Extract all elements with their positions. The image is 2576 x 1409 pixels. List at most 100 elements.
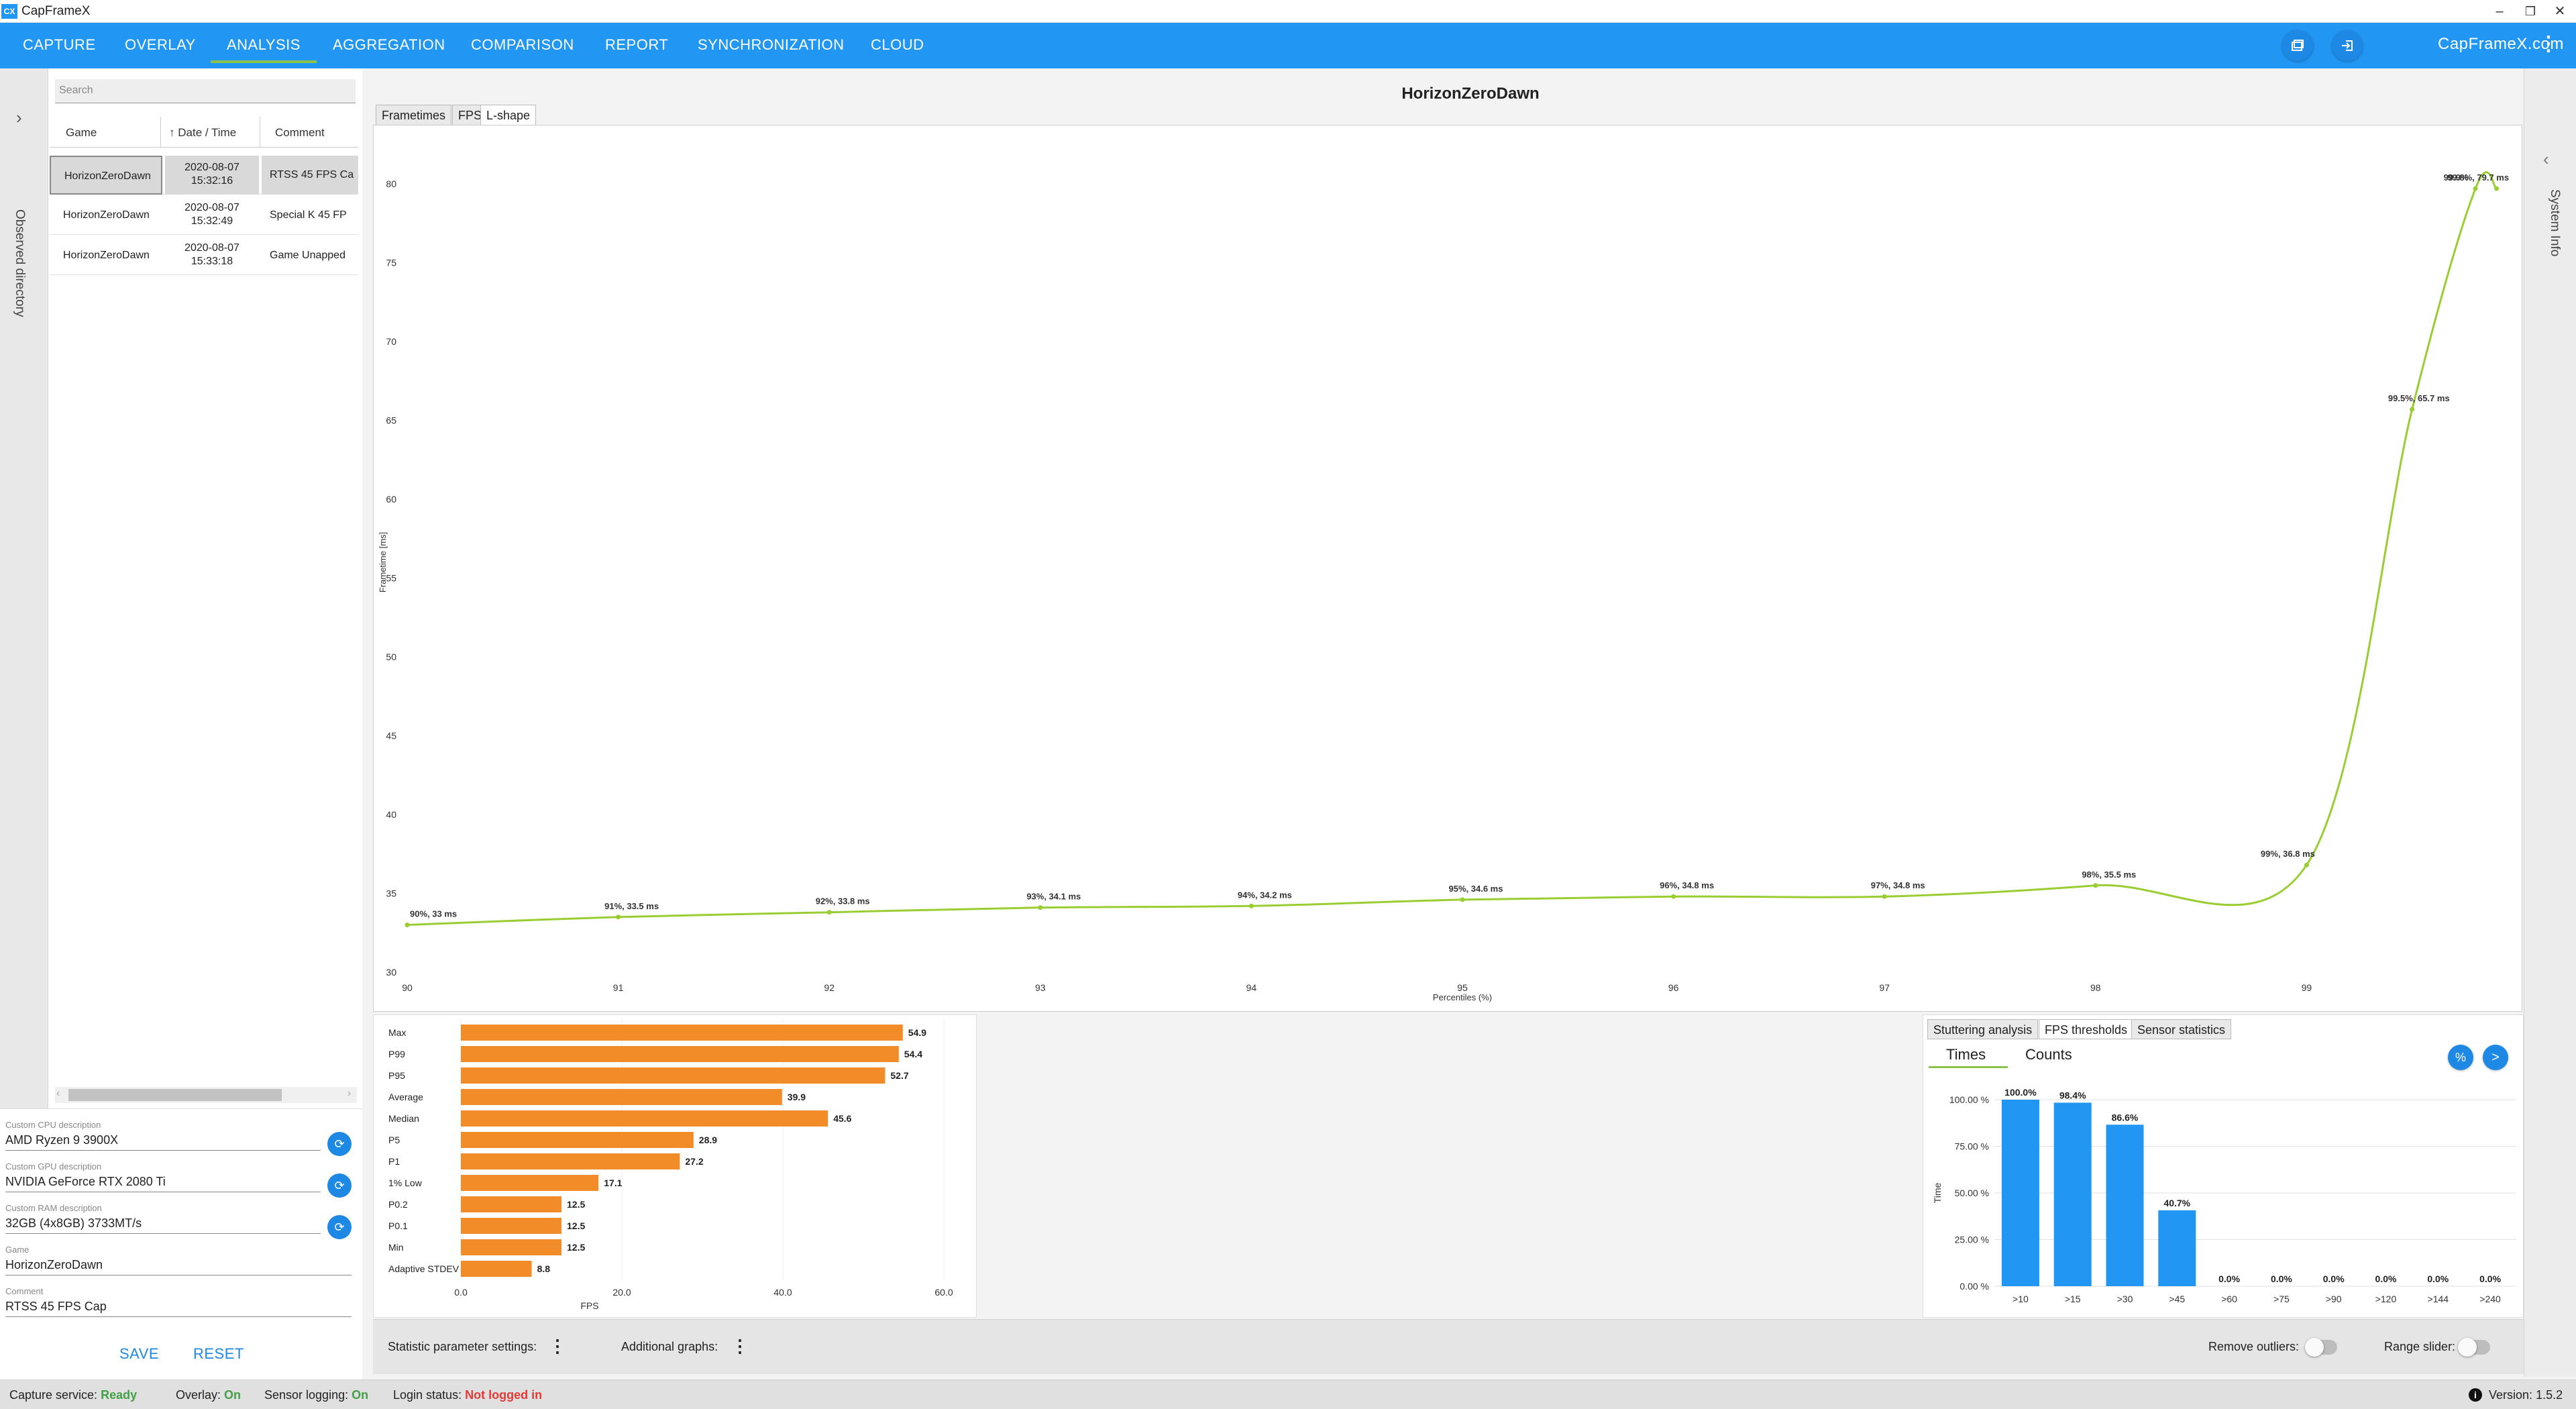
x-tick-label: 90 [402,982,413,993]
website-link[interactable]: CapFrameX.com [2438,35,2564,53]
menu-overlay[interactable]: OVERLAY [125,36,196,53]
game-field[interactable]: HorizonZeroDawn [5,1258,352,1275]
segment-times[interactable]: Times [1946,1046,1986,1063]
chevron-left-icon[interactable]: ‹ [2543,149,2549,169]
y-tick-label: 70 [386,336,396,347]
login-button[interactable] [2332,30,2363,61]
header-game[interactable]: Game [50,117,161,148]
y-tick-label: 45 [386,731,396,741]
bar-category-label: P0.2 [388,1199,408,1210]
tab-frametimes[interactable]: Frametimes [376,105,452,125]
app-logo: CX [1,4,17,19]
l-shape-line [407,171,2498,926]
additional-graphs-menu-icon[interactable]: ⋮ [731,1336,749,1356]
header-comment[interactable]: Comment [260,117,358,148]
record-row[interactable]: HorizonZeroDawn 2020-08-07 15:32:49 Speci… [50,196,358,235]
next-button[interactable]: > [2483,1045,2508,1070]
chevron-right-icon[interactable]: › [16,107,22,127]
menu-comparison[interactable]: COMPARISON [471,36,574,53]
screenshot-button[interactable] [2282,30,2313,61]
ram-description-field[interactable]: 32GB (4x8GB) 3733MT/s [5,1216,321,1234]
gpu-description-label: Custom GPU description [5,1161,102,1171]
refresh-gpu-icon[interactable]: ⟳ [327,1173,352,1198]
data-point [826,910,832,915]
tab-fps-thresholds[interactable]: FPS thresholds [2039,1019,2134,1039]
comment-label: Comment [5,1286,44,1296]
data-point [2304,862,2309,868]
minimize-button[interactable]: – [2496,4,2504,19]
data-label: 99.8%, 79.7 ms [2447,172,2509,182]
version-value: 1.5.2 [2536,1388,2563,1402]
login-status-label: Login status: [393,1388,462,1402]
x-tick-label: 95 [1457,982,1468,993]
scrollbar-thumb[interactable] [68,1089,282,1101]
record-row[interactable]: HorizonZeroDawn 2020-08-07 15:32:16 RTSS … [50,156,358,195]
more-menu-icon[interactable]: ⋮ [2538,33,2559,55]
tab-l-shape[interactable]: L-shape [480,105,537,126]
data-label: 96%, 34.8 ms [1660,880,1714,890]
scroll-right-icon[interactable]: › [347,1088,352,1099]
menu-capture[interactable]: CAPTURE [23,36,96,53]
gpu-description-field[interactable]: NVIDIA GeForce RTX 2080 Ti [5,1175,321,1192]
refresh-ram-icon[interactable]: ⟳ [327,1215,352,1239]
bar-category-label: P5 [388,1135,400,1145]
stat-bar [461,1196,561,1212]
x-tick-label: 97 [1879,982,1890,993]
data-point [1460,897,1465,902]
menu-report[interactable]: REPORT [605,36,669,53]
login-status-value: Not logged in [465,1388,543,1402]
data-point [405,923,410,927]
menu-cloud[interactable]: CLOUD [871,36,924,53]
toggle-knob [2458,1338,2477,1357]
record-game: HorizonZeroDawn [63,209,150,221]
menu-analysis[interactable]: ANALYSIS [211,36,317,63]
horizontal-scrollbar[interactable]: ‹ › [55,1087,357,1103]
segment-counts[interactable]: Counts [2025,1046,2072,1063]
menu-aggregation[interactable]: AGGREGATION [333,36,445,53]
restore-button[interactable]: ❐ [2524,5,2536,18]
system-info-panel[interactable]: ‹ System Info [2524,68,2576,1377]
header-date-time-label: Date / Time [178,126,237,139]
data-label: 98%, 35.5 ms [2082,870,2136,880]
x-axis-label: FPS [580,1300,598,1311]
range-slider-toggle[interactable] [2458,1338,2490,1357]
scroll-left-icon[interactable]: ‹ [56,1088,60,1099]
stat-bar [461,1132,694,1148]
main-menu: CAPTURE OVERLAY ANALYSIS AGGREGATION COM… [0,23,2576,68]
refresh-cpu-icon[interactable]: ⟳ [327,1132,352,1156]
search-input[interactable]: Search [55,79,356,103]
info-icon[interactable]: i [2469,1388,2482,1402]
sort-arrow-icon: ↑ [169,126,175,139]
stat-bar [461,1067,885,1084]
stat-bar [461,1153,680,1169]
data-point [1248,903,1254,908]
y-tick-label: 80 [386,178,396,189]
cpu-description-field[interactable]: AMD Ryzen 9 3900X [5,1133,321,1151]
tab-sensor-statistics[interactable]: Sensor statistics [2131,1019,2232,1039]
record-row[interactable]: HorizonZeroDawn 2020-08-07 15:33:18 Game … [50,236,358,275]
percent-toggle-button[interactable]: % [2448,1045,2473,1070]
x-tick-label: 96 [1668,982,1679,993]
statistic-settings-menu-icon[interactable]: ⋮ [549,1336,566,1356]
x-tick-label: 40.0 [773,1287,792,1298]
record-datetime: 2020-08-07 15:32:16 [165,156,259,195]
menu-synchronization[interactable]: SYNCHRONIZATION [698,36,845,53]
comment-field[interactable]: RTSS 45 FPS Cap [5,1300,352,1317]
data-label: 99.9% [2444,172,2469,182]
close-button[interactable]: ✕ [2554,4,2566,19]
observed-directory-panel[interactable]: › Observed directory [0,68,48,1108]
status-bar: Capture service: Ready Overlay: On Senso… [0,1379,2576,1409]
y-tick-label: 55 [386,573,396,584]
version-label: Version: [2489,1388,2533,1402]
header-date-time[interactable]: ↑ Date / Time [161,117,260,148]
capture-service-label: Capture service: [9,1388,98,1402]
data-label: 90%, 33 ms [410,909,457,919]
x-tick-label: >144 [2428,1294,2449,1304]
reset-button[interactable]: RESET [193,1345,244,1362]
tab-stuttering-analysis[interactable]: Stuttering analysis [1927,1019,2039,1039]
stat-bar [461,1218,561,1234]
analysis-main: HorizonZeroDawn Frametimes FPS L-shape 3… [370,68,2524,1108]
save-button[interactable]: SAVE [119,1345,160,1362]
remove-outliers-toggle[interactable] [2305,1338,2337,1357]
x-tick-label: 93 [1035,982,1046,993]
